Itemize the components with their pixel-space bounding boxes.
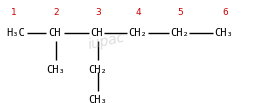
Text: 2: 2 xyxy=(53,8,59,17)
Text: 6: 6 xyxy=(223,8,228,17)
Text: CH₂: CH₂ xyxy=(128,28,146,38)
Text: CH₂: CH₂ xyxy=(170,28,188,38)
Text: H₃C: H₃C xyxy=(6,28,25,38)
Text: CH₃: CH₃ xyxy=(215,28,233,38)
Text: CH₂: CH₂ xyxy=(89,65,107,75)
Text: 5: 5 xyxy=(178,8,183,17)
Text: CH₃: CH₃ xyxy=(47,65,65,75)
Text: iupac: iupac xyxy=(87,30,126,52)
Text: CH: CH xyxy=(90,28,103,38)
Text: 3: 3 xyxy=(95,8,101,17)
Text: CH₃: CH₃ xyxy=(89,95,107,103)
Text: 4: 4 xyxy=(136,8,141,17)
Text: 1: 1 xyxy=(11,8,17,17)
Text: CH: CH xyxy=(48,28,61,38)
